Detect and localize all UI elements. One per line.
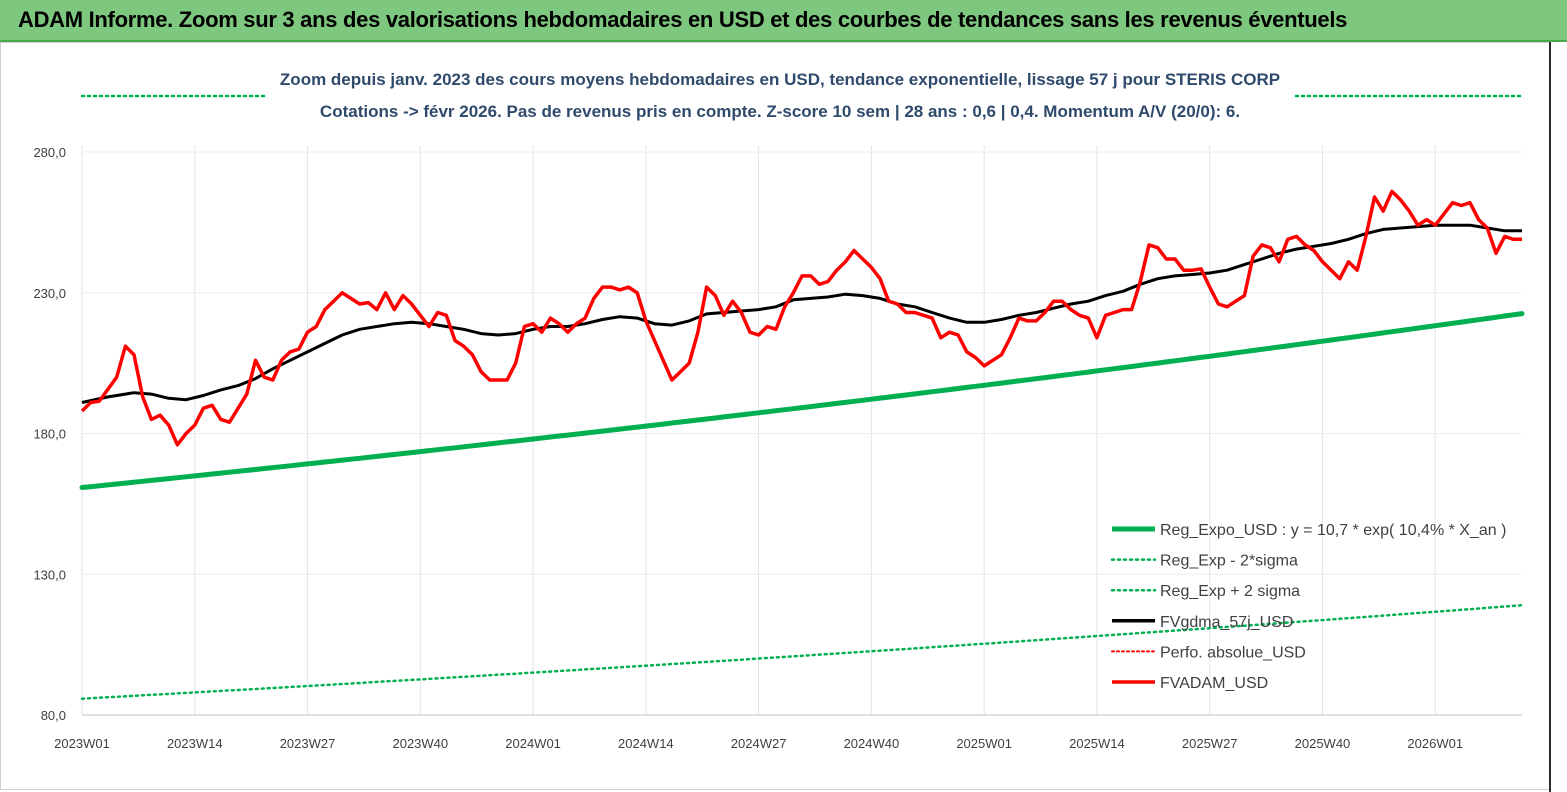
x-tick-label: 2024W27 — [731, 736, 787, 751]
header-bar: ADAM Informe. Zoom sur 3 ans des valoris… — [0, 0, 1567, 42]
x-tick-label: 2025W01 — [956, 736, 1012, 751]
reg-exp-minus-2-sigma-line — [80, 603, 1524, 700]
x-tick-label: 2024W14 — [618, 736, 674, 751]
y-tick-label: 280,0 — [33, 145, 66, 160]
y-tick-label: 230,0 — [33, 286, 66, 301]
report-title: ADAM Informe. Zoom sur 3 ans des valoris… — [18, 7, 1348, 32]
fvgdma-57j-usd-line — [81, 223, 1522, 404]
x-tick-label: 2023W27 — [280, 736, 336, 751]
legend-label: Reg_Expo_USD : y = 10,7 * exp( 10,4% * X… — [1160, 522, 1506, 539]
series-layer — [79, 94, 1525, 700]
y-axis-ticks: 80,0 130,0 180,0 230,0 280,0 — [33, 145, 66, 723]
legend-label: Reg_Exp - 2*sigma — [1160, 553, 1298, 570]
gridlines — [81, 146, 1522, 716]
reg-expo-usd-line — [79, 311, 1525, 490]
x-tick-label: 2025W27 — [1182, 736, 1238, 751]
x-tick-label: 2023W01 — [54, 736, 110, 751]
x-tick-label: 2025W40 — [1295, 736, 1351, 751]
legend: Reg_Expo_USD : y = 10,7 * exp( 10,4% * X… — [1110, 522, 1506, 692]
x-axis-ticks: 2023W01 2023W14 2023W27 2023W40 2024W01 2024W… — [54, 736, 1463, 751]
y-tick-label: 180,0 — [33, 427, 66, 442]
y-tick-label: 80,0 — [41, 708, 66, 723]
x-tick-label: 2026W01 — [1407, 736, 1463, 751]
x-tick-label: 2024W40 — [844, 736, 900, 751]
x-tick-label: 2023W14 — [167, 736, 223, 751]
x-tick-label: 2025W14 — [1069, 736, 1125, 751]
y-tick-label: 130,0 — [33, 567, 66, 582]
legend-label: Reg_Exp + 2 sigma — [1160, 583, 1300, 600]
window-right-edge — [1549, 42, 1567, 792]
x-tick-label: 2023W40 — [392, 736, 448, 751]
chart-title-line1: Zoom depuis janv. 2023 des cours moyens … — [280, 70, 1280, 89]
legend-label: FVgdma_57j_USD — [1160, 614, 1293, 631]
legend-label: Perfo. absolue_USD — [1160, 644, 1306, 661]
chart-title-line2: Cotations -> févr 2026. Pas de revenus p… — [320, 102, 1240, 121]
fvadam-usd-line — [80, 189, 1522, 447]
x-tick-label: 2024W01 — [505, 736, 561, 751]
legend-label: FVADAM_USD — [1160, 675, 1268, 692]
